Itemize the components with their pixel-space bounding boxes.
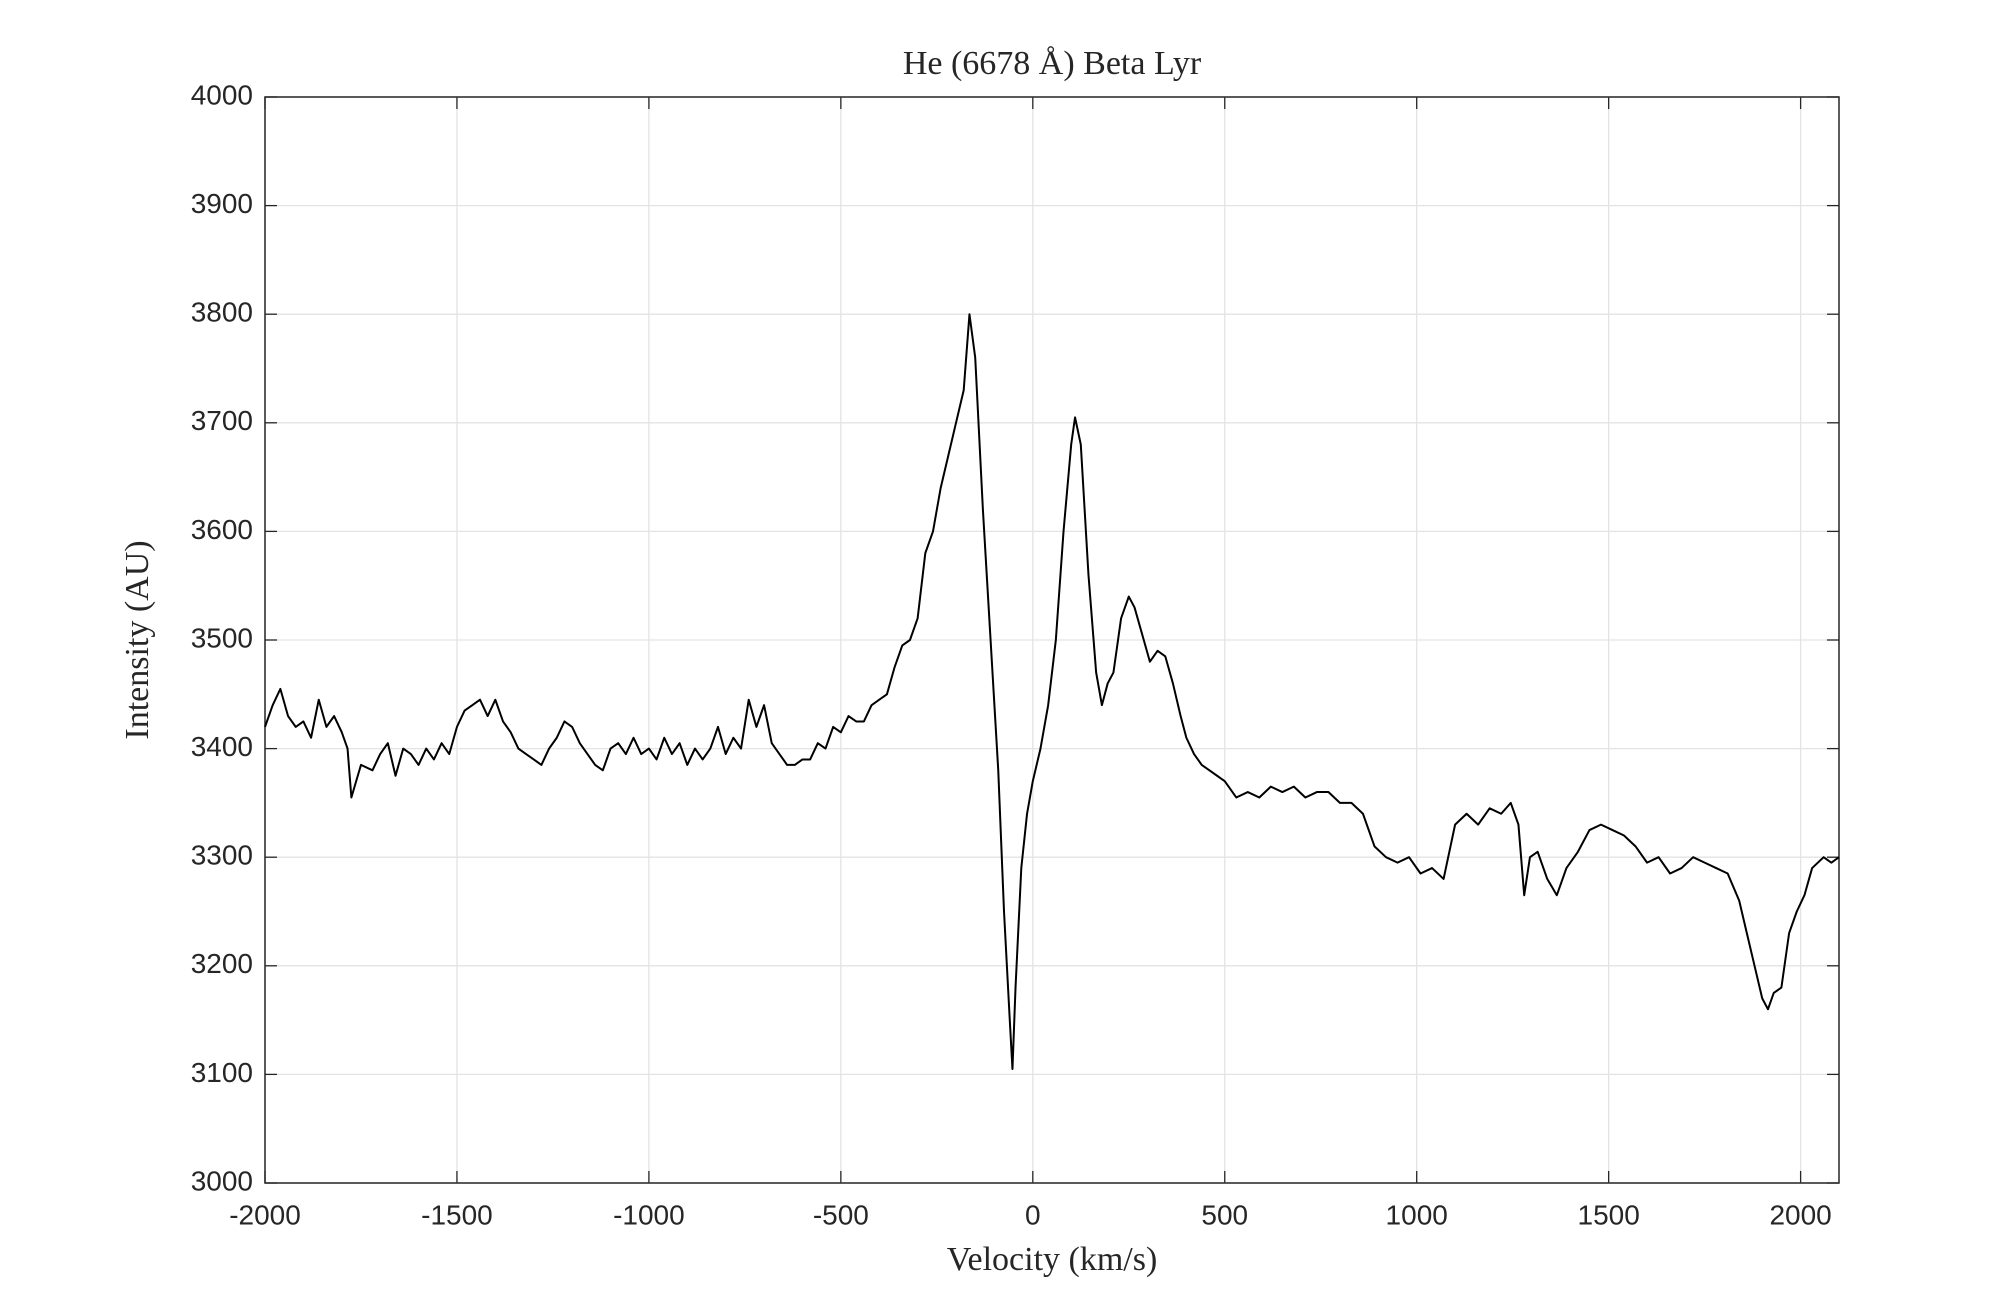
y-tick-label: 3600 [191, 514, 253, 545]
y-tick-label: 3100 [191, 1057, 253, 1088]
data-line [264, 313, 1840, 1070]
chart-title: He (6678 Å) Beta Lyr [903, 45, 1202, 82]
x-tick-label: -1000 [613, 1199, 685, 1230]
x-tick-label: -500 [813, 1199, 869, 1230]
x-tick-label: 1500 [1578, 1199, 1640, 1230]
x-axis-label: Velocity (km/s) [947, 1241, 1158, 1278]
y-tick-label: 3000 [191, 1165, 253, 1196]
y-tick-label: 3400 [191, 731, 253, 762]
x-tick-label: -1500 [421, 1199, 493, 1230]
x-tick-label: 1000 [1386, 1199, 1448, 1230]
y-tick-label: 3500 [191, 622, 253, 653]
x-tick-label: -2000 [229, 1199, 301, 1230]
y-tick-label: 3800 [191, 297, 253, 328]
y-tick-label: 3700 [191, 405, 253, 436]
y-tick-label: 3300 [191, 840, 253, 871]
x-tick-label: 2000 [1769, 1199, 1831, 1230]
y-axis-label: Intensity (AU) [119, 540, 156, 739]
y-tick-label: 3900 [191, 188, 253, 219]
y-tick-label: 3200 [191, 948, 253, 979]
x-tick-label: 500 [1201, 1199, 1248, 1230]
y-tick-label: 4000 [191, 79, 253, 110]
plot-frame [264, 96, 1840, 1184]
x-tick-label: 0 [1025, 1199, 1041, 1230]
